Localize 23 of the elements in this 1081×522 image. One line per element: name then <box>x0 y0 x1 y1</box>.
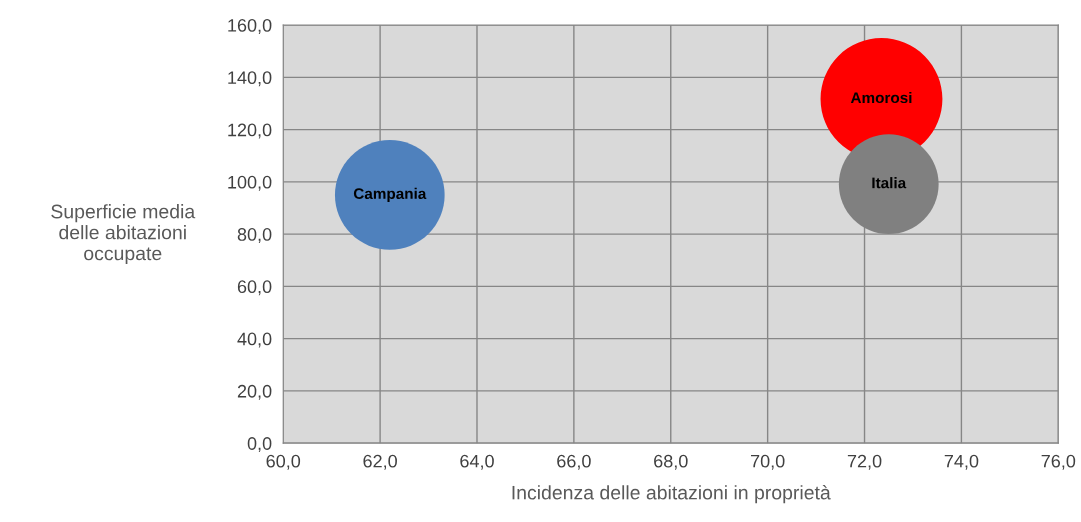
y-tick-label: 40,0 <box>237 332 272 348</box>
y-tick-label: 60,0 <box>237 280 272 296</box>
y-tick-label: 0,0 <box>247 437 272 453</box>
y-tick-label: 100,0 <box>228 175 272 191</box>
series-label: Campania <box>353 187 427 203</box>
y-tick-label: 120,0 <box>228 123 272 139</box>
y-axis-title: Superficie media delle abitazioni occupate <box>51 204 196 265</box>
y-tick-label: 20,0 <box>237 384 272 400</box>
y-tick-label: 140,0 <box>228 71 272 87</box>
x-tick-label: 70,0 <box>751 454 785 470</box>
y-tick-label: 160,0 <box>228 18 272 34</box>
x-tick-label: 62,0 <box>363 454 397 470</box>
x-tick-label: 60,0 <box>266 454 301 470</box>
x-tick-label: 72,0 <box>847 454 882 470</box>
x-tick-label: 76,0 <box>1041 454 1076 470</box>
x-tick-label: 74,0 <box>944 454 979 470</box>
series-label: Italia <box>872 177 907 189</box>
x-tick-label: 64,0 <box>460 454 494 470</box>
x-tick-label: 68,0 <box>654 454 688 470</box>
series-label: Amorosi <box>850 91 912 104</box>
x-tick-label: 66,0 <box>557 454 591 470</box>
x-axis-title: Incidenza delle abitazioni in proprietà <box>512 485 831 504</box>
y-tick-label: 80,0 <box>237 228 272 243</box>
